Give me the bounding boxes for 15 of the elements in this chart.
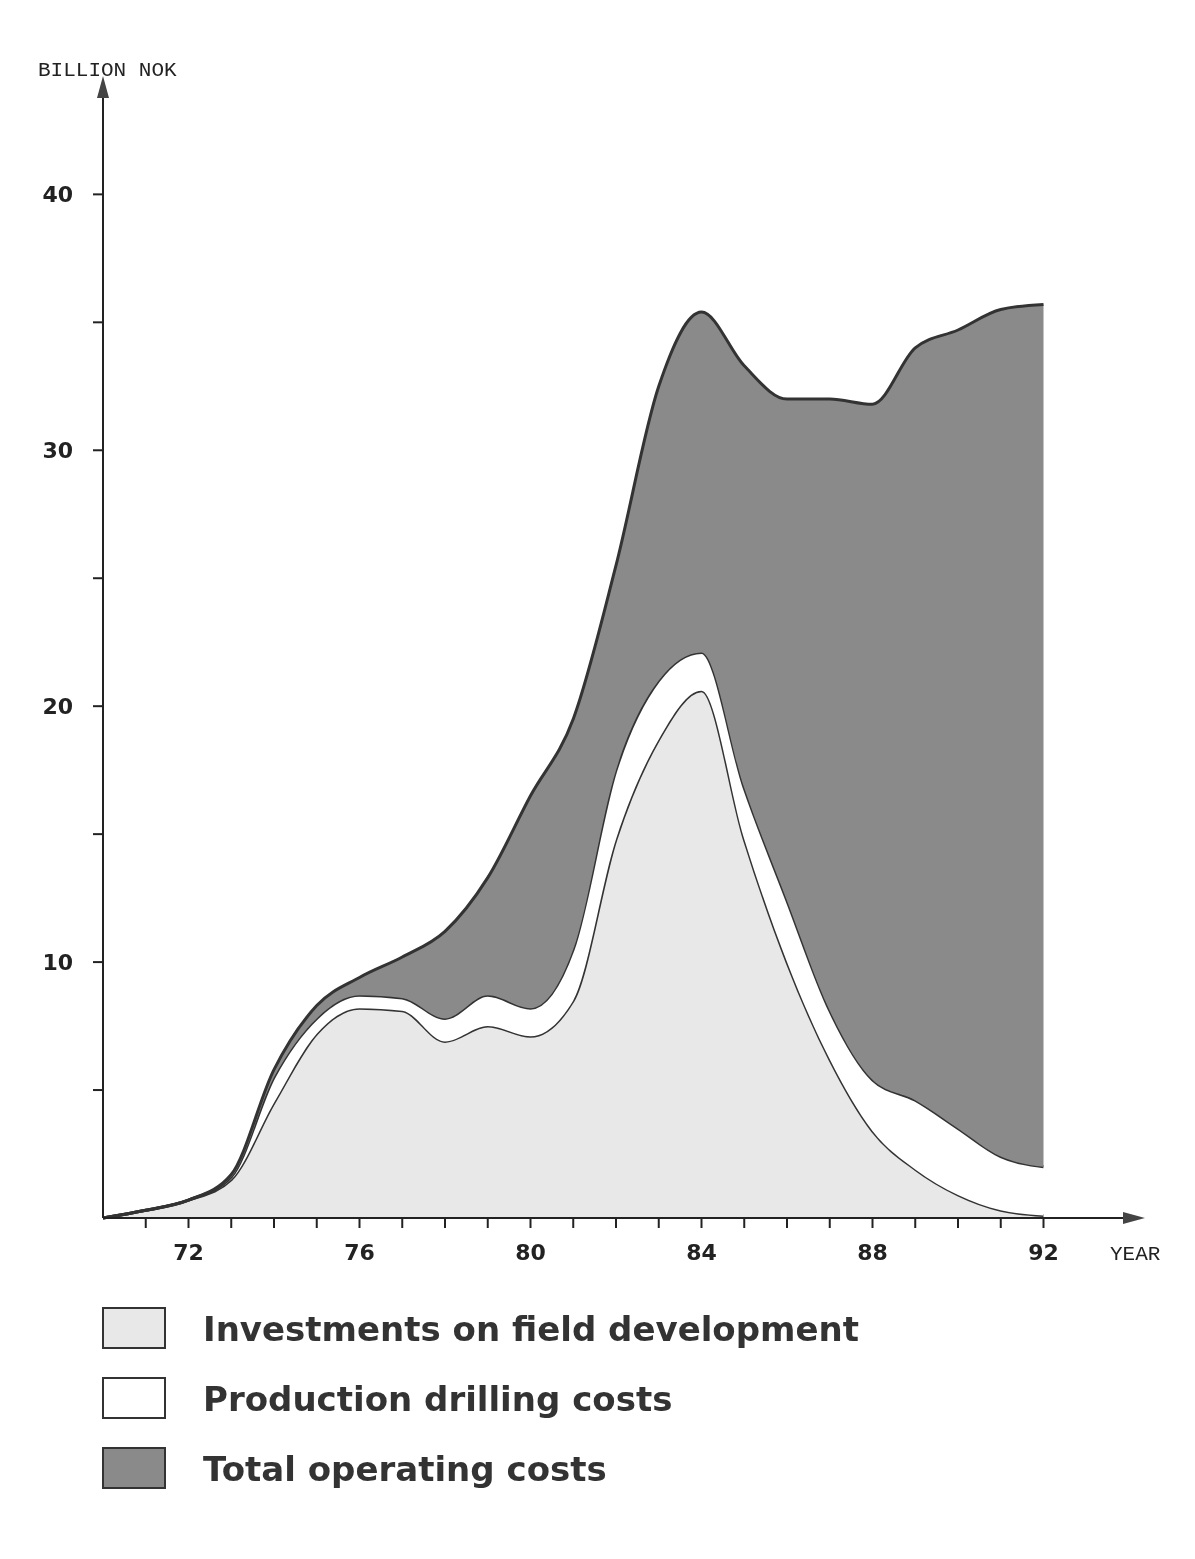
y-axis-title: BILLION NOK bbox=[38, 59, 178, 82]
legend-label: Production drilling costs bbox=[203, 1379, 673, 1419]
x-tick-label: 92 bbox=[1028, 1240, 1059, 1265]
y-tick-label: 10 bbox=[42, 950, 73, 976]
x-tick-label: 72 bbox=[173, 1240, 204, 1265]
x-tick-label: 80 bbox=[515, 1240, 546, 1265]
y-tick-label: 30 bbox=[42, 438, 73, 464]
x-tick-label: 76 bbox=[344, 1240, 375, 1265]
y-tick-label: 20 bbox=[42, 694, 73, 720]
legend-label: Total operating costs bbox=[203, 1449, 607, 1489]
x-tick-label: 88 bbox=[857, 1240, 888, 1265]
x-axis-title: YEAR bbox=[1110, 1243, 1161, 1266]
y-tick-label: 40 bbox=[42, 182, 73, 208]
x-tick-label: 84 bbox=[686, 1240, 717, 1265]
legend-label: Investments on field development bbox=[203, 1309, 859, 1349]
